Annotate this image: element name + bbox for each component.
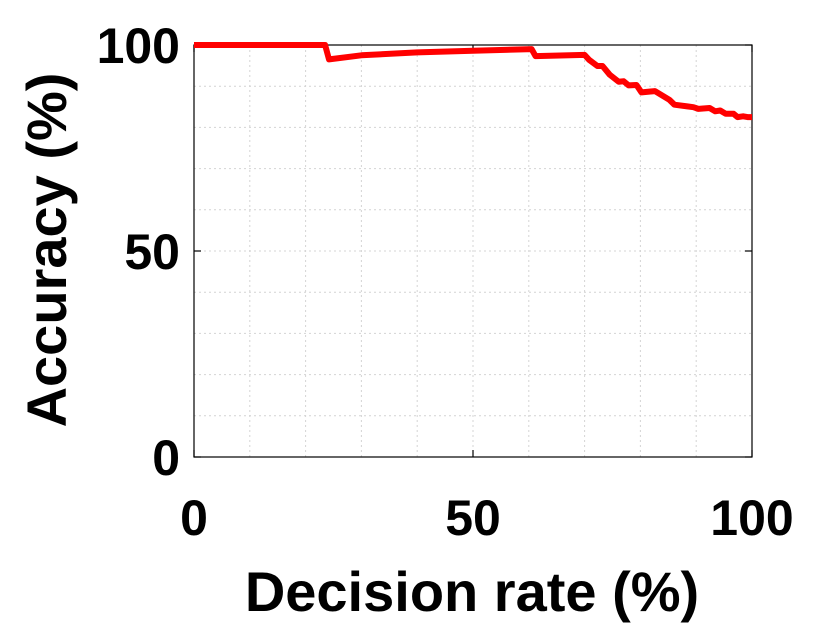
y-tick-label: 50 (124, 224, 180, 280)
x-tick-label: 100 (710, 490, 793, 546)
x-axis-title: Decision rate (%) (245, 560, 699, 623)
series-line-0 (194, 42, 752, 121)
y-axis-title: Accuracy (%) (15, 73, 78, 428)
series-layer (194, 42, 752, 121)
x-tick-label: 50 (445, 490, 501, 546)
y-tick-labels: 0 50 100 (97, 18, 180, 486)
y-tick-label: 100 (97, 18, 180, 74)
y-tick-label: 0 (152, 430, 180, 486)
grid (194, 45, 752, 457)
x-tick-label: 0 (180, 490, 208, 546)
x-tick-labels: 0 50 100 (180, 490, 794, 546)
